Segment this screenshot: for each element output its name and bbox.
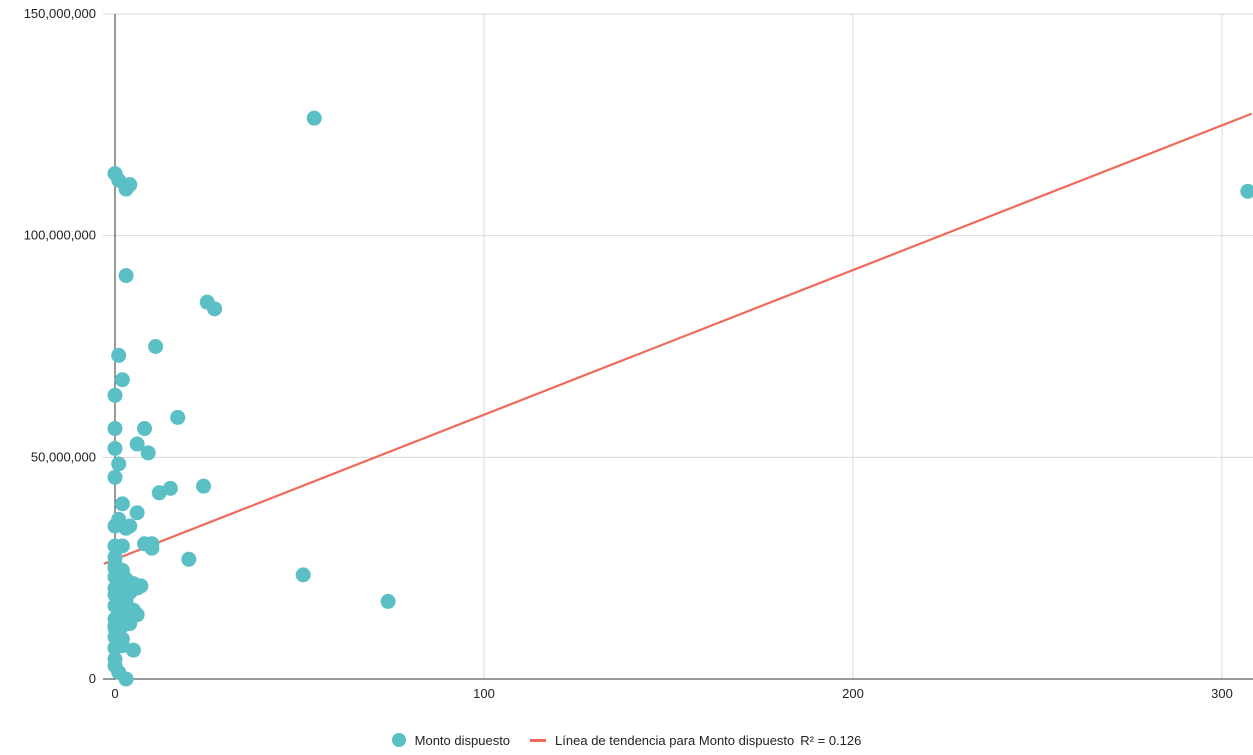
data-point [118, 268, 134, 284]
data-point [144, 540, 160, 556]
data-point [129, 505, 145, 521]
y-tick-label: 50,000,000 [31, 449, 96, 464]
data-point [170, 409, 186, 425]
grid-lines [103, 13, 1253, 679]
legend-label-trendline: Línea de tendencia para Monto dispuesto [555, 732, 795, 748]
data-point [111, 456, 127, 472]
data-point [114, 496, 130, 512]
data-point [196, 478, 212, 494]
data-point [122, 518, 138, 534]
y-tick-label: 150,000,000 [24, 6, 96, 21]
scatter-chart: 0 50,000,000 100,000,000 150,000,000 0 100 200… [24, 6, 1253, 701]
data-point [207, 301, 223, 317]
x-tick-label: 100 [473, 686, 495, 701]
data-point [114, 638, 130, 654]
data-point [111, 573, 127, 589]
data-point [107, 421, 123, 437]
data-point [118, 181, 134, 197]
legend-marker-line [530, 738, 547, 742]
legend-marker-dot [391, 733, 406, 747]
data-point [137, 421, 153, 437]
data-point [118, 671, 134, 687]
data-point [306, 110, 322, 126]
x-tick-label: 200 [842, 686, 864, 701]
legend-item-scatter[interactable]: Monto dispuesto [391, 732, 511, 748]
data-point [114, 538, 130, 554]
x-tick-label: 300 [1211, 686, 1233, 701]
legend-label-scatter: Monto dispuesto [414, 732, 511, 748]
data-point [140, 445, 156, 461]
data-point [114, 372, 130, 388]
data-point [107, 618, 123, 634]
data-point [148, 339, 164, 354]
data-points [107, 110, 1253, 687]
data-point [129, 436, 145, 452]
data-point [107, 469, 123, 485]
data-point [295, 567, 311, 583]
trendline-layer [103, 112, 1252, 565]
axes [103, 14, 1253, 680]
tick-labels: 0 50,000,000 100,000,000 150,000,000 0 100 200… [24, 6, 1233, 701]
data-point [380, 593, 396, 609]
y-tick-label: 100,000,000 [24, 228, 96, 243]
y-tick-label: 0 [89, 671, 96, 686]
x-tick-label: 0 [111, 686, 118, 701]
data-point [151, 485, 167, 501]
legend-r2-value: R² = 0.126 [800, 732, 862, 748]
data-point [107, 440, 123, 456]
chart-legend: Monto dispuesto Línea de tendencia para … [0, 728, 1253, 752]
data-point [181, 551, 197, 567]
data-point [129, 580, 145, 596]
data-point [111, 347, 127, 363]
legend-item-trendline[interactable]: Línea de tendencia para Monto dispuesto … [530, 733, 861, 748]
trendline [103, 112, 1252, 565]
data-point [107, 556, 123, 572]
data-point [1240, 183, 1253, 199]
data-point [107, 387, 123, 403]
